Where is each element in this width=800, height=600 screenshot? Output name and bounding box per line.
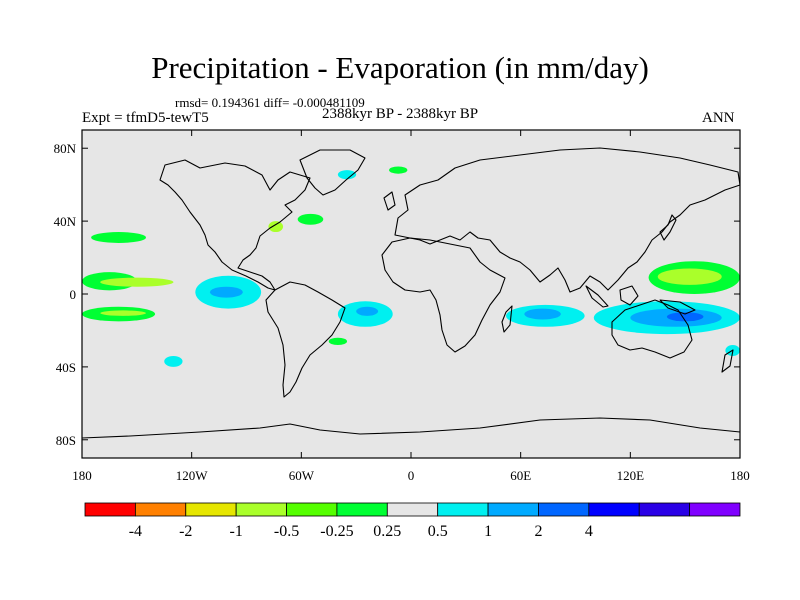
anomaly-region-1: [100, 277, 174, 287]
y-tick-label: 40S: [56, 360, 76, 375]
anomaly-region-10: [268, 221, 284, 233]
season-label: ANN: [702, 110, 735, 126]
coastlines: [81, 147, 741, 439]
colorbar-label: -2: [179, 523, 192, 540]
x-tick-label: 60E: [510, 468, 531, 483]
colorbar-box-5: [336, 502, 388, 517]
colorbar-box-9: [538, 502, 590, 517]
colorbar-label: -1: [229, 523, 242, 540]
colorbar-box-3: [235, 502, 287, 517]
anomaly-region-9: [297, 213, 324, 225]
chart-title: Precipitation - Evaporation (in mm/day): [151, 50, 649, 85]
colorbar-box-8: [487, 502, 539, 517]
coast-south-america: [265, 281, 346, 398]
colorbar-box-1: [134, 502, 187, 517]
anomaly-region-8: [356, 306, 379, 316]
colorbar-box-7: [437, 502, 489, 517]
colorbar-label: 2: [534, 523, 542, 540]
coast-new-guinea: [659, 299, 696, 315]
coast-madagascar: [501, 305, 513, 333]
coast-new-zealand: [721, 349, 734, 373]
x-tick-label: 60W: [289, 468, 315, 483]
colorbar-box-10: [588, 502, 640, 517]
x-tick-label: 120E: [617, 468, 645, 483]
anomaly-region-12: [524, 308, 561, 320]
anomaly-region-6: [209, 286, 243, 298]
colorbar-box-2: [185, 502, 237, 517]
anomaly-region-3: [100, 310, 146, 316]
coast-eurasia: [394, 147, 741, 293]
colorbar-label: 0.5: [428, 523, 448, 540]
colorbar-label: 4: [585, 523, 593, 540]
anomaly-region-21: [389, 166, 408, 174]
stats-label: rmsd= 0.194361 diff= -0.000481109: [175, 95, 365, 110]
coast-borneo: [619, 285, 639, 306]
anomaly-region-4: [91, 232, 146, 243]
colorbar-label: 0.25: [373, 523, 401, 540]
x-tick-label: 120W: [176, 468, 209, 483]
coast-uk: [383, 191, 396, 211]
period-label: 2388kyr BP - 2388kyr BP: [322, 106, 479, 122]
colorbar-box-6: [386, 502, 439, 517]
experiment-label: Expt = tfmD5-tewT5: [82, 110, 209, 126]
colorbar-label: -0.5: [274, 523, 299, 540]
anomaly-region-18: [164, 355, 183, 367]
anomaly-region-17: [666, 312, 704, 322]
coast-antarctica: [81, 417, 741, 439]
colorbar-label: -0.25: [320, 523, 353, 540]
coast-north-america: [159, 159, 311, 291]
coast-greenland: [299, 149, 366, 196]
x-tick-label: 180: [72, 468, 92, 483]
coast-africa: [381, 237, 506, 353]
colorbar-box-4: [286, 502, 338, 517]
y-tick-label: 40N: [54, 214, 77, 229]
y-tick-label: 80N: [54, 141, 77, 156]
anomaly-region-19: [328, 337, 348, 346]
anomaly-region-14: [657, 268, 722, 285]
x-tick-label: 0: [408, 468, 415, 483]
y-tick-label: 0: [70, 287, 77, 302]
colorbar-box-0: [84, 502, 136, 517]
coast-australia: [611, 299, 693, 359]
colorbar-box-12: [689, 502, 741, 517]
colorbar-label: -4: [129, 523, 142, 540]
map-background: [82, 130, 740, 458]
anomaly-region-20: [337, 170, 357, 180]
coast-japan: [659, 214, 677, 241]
colorbar-label: 1: [484, 523, 492, 540]
coast-sumatra: [585, 285, 609, 308]
x-tick-label: 180: [730, 468, 750, 483]
y-tick-label: 80S: [56, 433, 76, 448]
colorbar-box-11: [638, 502, 691, 517]
